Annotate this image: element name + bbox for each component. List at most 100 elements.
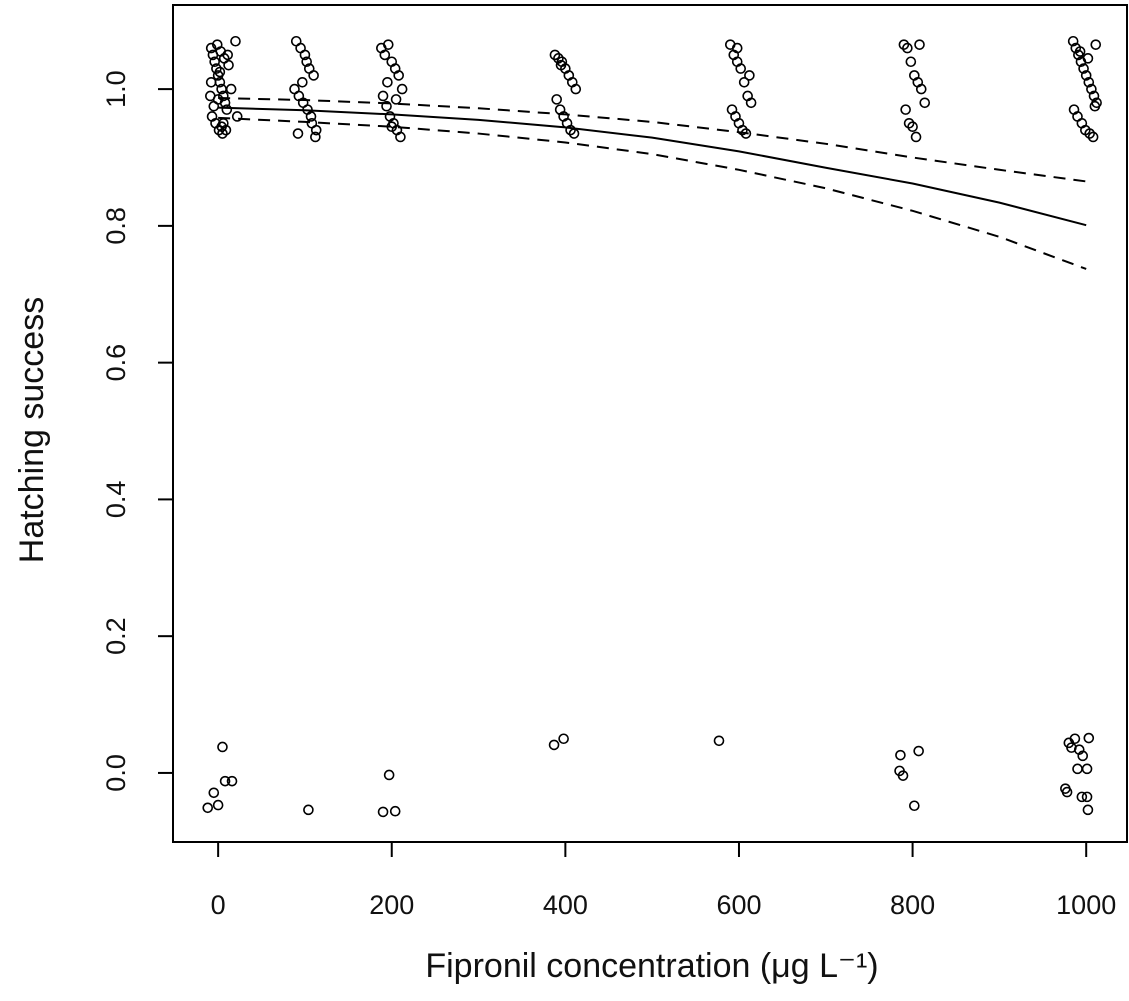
data-point bbox=[1083, 76, 1095, 88]
data-point bbox=[744, 70, 755, 81]
data-point bbox=[205, 76, 217, 88]
data-point bbox=[1087, 131, 1099, 143]
data-point bbox=[558, 733, 569, 745]
data-point bbox=[903, 118, 915, 129]
data-point bbox=[214, 66, 226, 78]
data-point bbox=[231, 111, 243, 122]
data-point bbox=[308, 70, 319, 81]
data-point bbox=[382, 39, 394, 50]
data-point bbox=[301, 56, 312, 68]
data-point bbox=[1088, 90, 1100, 102]
data-point bbox=[218, 90, 229, 102]
plot-frame bbox=[172, 4, 1128, 843]
data-point bbox=[555, 59, 567, 71]
y-tick-label: 0.0 bbox=[101, 754, 131, 792]
data-point bbox=[735, 63, 747, 74]
data-point bbox=[1082, 53, 1094, 64]
data-point bbox=[209, 56, 220, 68]
x-tick-label: 600 bbox=[716, 890, 761, 920]
data-point bbox=[379, 49, 391, 61]
data-point bbox=[1090, 39, 1102, 50]
data-point bbox=[565, 124, 576, 136]
data-point bbox=[1077, 750, 1089, 762]
data-point bbox=[382, 76, 393, 88]
y-tick-label: 0.2 bbox=[101, 617, 131, 655]
ci-line bbox=[218, 97, 1087, 183]
data-point bbox=[551, 94, 562, 105]
data-point bbox=[1089, 100, 1101, 112]
data-point bbox=[907, 121, 918, 133]
y-tick-label: 0.4 bbox=[101, 481, 131, 519]
data-point bbox=[212, 799, 224, 811]
data-point bbox=[383, 769, 395, 781]
data-point bbox=[1067, 35, 1079, 47]
data-point bbox=[217, 128, 228, 139]
y-tick-label: 0.8 bbox=[101, 207, 131, 245]
data-point bbox=[211, 63, 222, 74]
x-tick-label: 400 bbox=[543, 890, 588, 920]
data-point bbox=[915, 83, 927, 95]
data-point bbox=[914, 39, 925, 50]
y-axis-title: Hatching success bbox=[13, 297, 51, 563]
y-tick-label: 0.6 bbox=[101, 344, 131, 382]
data-point bbox=[1074, 46, 1086, 57]
data-point bbox=[219, 775, 231, 787]
data-point bbox=[1069, 733, 1081, 745]
data-point bbox=[381, 100, 392, 112]
data-point bbox=[305, 111, 317, 122]
data-point bbox=[745, 97, 757, 109]
data-point bbox=[1072, 763, 1083, 775]
data-point bbox=[1081, 791, 1093, 803]
fit-line bbox=[218, 106, 1087, 227]
data-point bbox=[396, 83, 408, 95]
data-point bbox=[1060, 783, 1071, 794]
ci-line bbox=[218, 116, 1087, 270]
data-point bbox=[208, 787, 220, 799]
data-point bbox=[548, 739, 560, 751]
data-point bbox=[217, 741, 228, 753]
data-point bbox=[553, 53, 564, 64]
x-tick-label: 0 bbox=[211, 890, 226, 920]
data-point bbox=[377, 806, 389, 818]
data-point bbox=[1082, 804, 1094, 816]
data-point bbox=[905, 56, 917, 68]
data-point bbox=[1084, 128, 1095, 139]
data-point bbox=[902, 42, 913, 54]
data-point bbox=[221, 104, 233, 115]
data-point bbox=[570, 83, 582, 95]
data-point bbox=[731, 42, 743, 54]
data-point bbox=[737, 124, 748, 136]
data-point bbox=[225, 83, 237, 95]
x-tick-label: 200 bbox=[369, 890, 414, 920]
y-tick-label: 1.0 bbox=[101, 70, 131, 108]
x-tick-label: 1000 bbox=[1056, 890, 1116, 920]
data-point bbox=[223, 59, 234, 71]
data-point bbox=[205, 42, 217, 54]
data-point bbox=[713, 735, 725, 747]
data-point bbox=[1083, 732, 1095, 744]
data-point bbox=[549, 49, 561, 61]
data-point bbox=[390, 94, 402, 105]
data-point bbox=[898, 39, 910, 50]
data-point bbox=[212, 94, 224, 105]
data-point bbox=[897, 770, 909, 781]
x-tick-label: 800 bbox=[890, 890, 935, 920]
x-axis-title: Fipronil concentration (μg L⁻¹) bbox=[425, 947, 878, 985]
data-point bbox=[900, 104, 911, 115]
data-point bbox=[895, 749, 906, 761]
data-point bbox=[1080, 70, 1092, 81]
data-point bbox=[1066, 742, 1077, 753]
data-point bbox=[738, 76, 750, 88]
data-point bbox=[395, 131, 406, 143]
data-point bbox=[297, 76, 308, 88]
data-point bbox=[202, 802, 214, 814]
data-point bbox=[919, 97, 931, 109]
data-point bbox=[909, 800, 920, 812]
data-point bbox=[226, 775, 238, 787]
data-point bbox=[310, 131, 321, 143]
data-point bbox=[913, 745, 924, 757]
data-point bbox=[292, 128, 304, 139]
data-point bbox=[389, 805, 401, 817]
data-point bbox=[303, 804, 314, 816]
